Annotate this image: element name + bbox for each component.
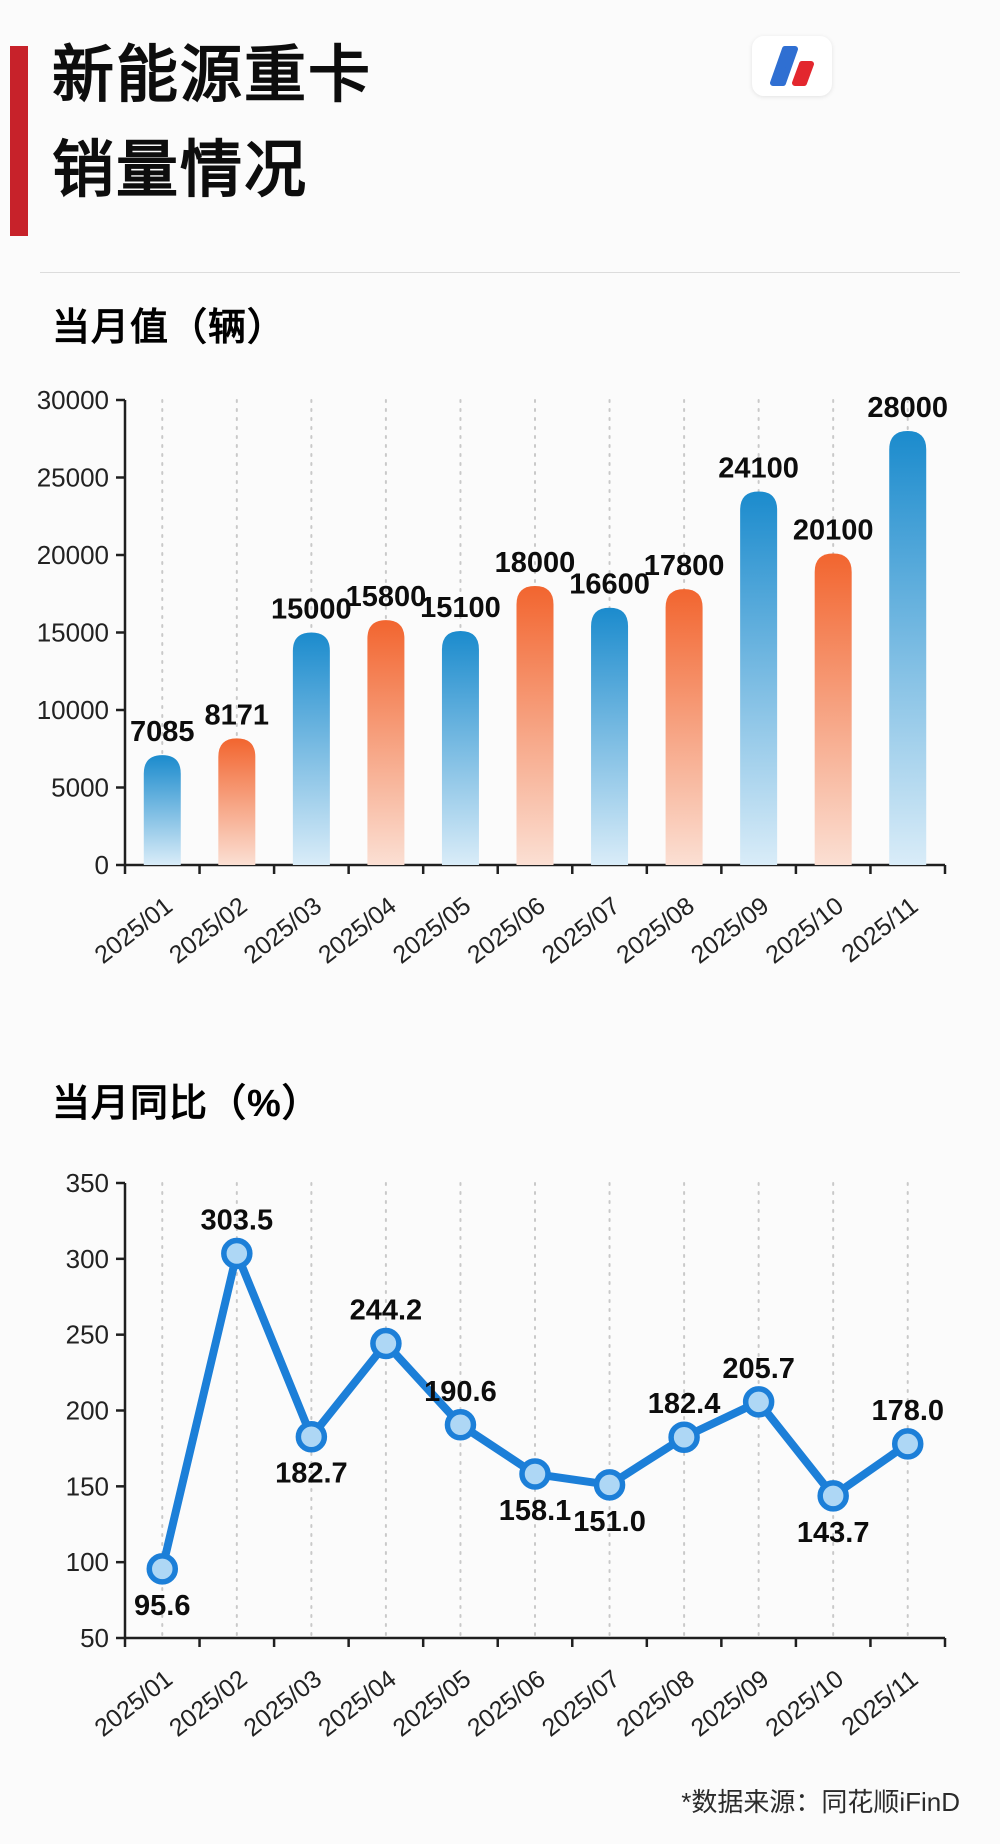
logo-blue-shape <box>770 46 798 86</box>
bar-2025/11 <box>889 431 927 865</box>
x-tick-label: 2025/11 <box>836 892 923 969</box>
y-tick-label: 30000 <box>37 385 109 415</box>
point-value-label: 158.1 <box>499 1495 572 1527</box>
bar-2025/10 <box>814 553 852 865</box>
x-tick-label: 2025/03 <box>239 1665 327 1743</box>
bar-2025/06 <box>516 586 554 865</box>
divider <box>40 272 960 273</box>
page-title-line1: 新能源重卡 <box>52 41 373 110</box>
bar-value-label: 17800 <box>644 550 725 582</box>
title-accent-bar <box>10 46 28 236</box>
y-tick-label: 10000 <box>37 695 109 725</box>
bar-value-label: 18000 <box>495 547 576 579</box>
bar-value-label: 15100 <box>420 592 501 624</box>
bar-2025/02 <box>218 738 256 865</box>
ifind-logo-mark <box>770 46 814 86</box>
bar-2025/03 <box>292 632 330 865</box>
y-tick-label: 150 <box>66 1471 109 1501</box>
data-point-2025/07 <box>593 1469 626 1501</box>
point-value-label: 205.7 <box>722 1353 795 1385</box>
page-title-line2: 销量情况 <box>52 136 309 205</box>
point-value-label: 244.2 <box>350 1294 423 1326</box>
x-tick-label: 2025/08 <box>611 892 699 970</box>
x-tick-label: 2025/07 <box>537 892 625 970</box>
monthly-value-bar-chart: 0500010000150002000025000300002025/01202… <box>37 385 948 970</box>
y-tick-label: 350 <box>66 1168 109 1198</box>
x-tick-label: 2025/05 <box>388 892 476 970</box>
data-source-note: *数据来源：同花顺iFinD <box>681 1787 960 1817</box>
x-tick-label: 2025/02 <box>164 892 252 970</box>
x-tick-label: 2025/10 <box>760 1665 848 1743</box>
y-tick-label: 20000 <box>37 540 109 570</box>
x-tick-label: 2025/01 <box>90 892 178 970</box>
bar-value-label: 24100 <box>718 452 799 484</box>
data-point-2025/05 <box>444 1409 477 1441</box>
point-value-label: 182.7 <box>275 1458 348 1490</box>
bar-chart-title: 当月值（辆） <box>52 307 287 349</box>
data-point-2025/01 <box>146 1553 179 1585</box>
tonghuashun-ifind-logo <box>752 36 832 96</box>
bar-2025/01 <box>143 755 181 865</box>
x-tick-label: 2025/06 <box>462 892 550 970</box>
x-tick-label: 2025/09 <box>686 892 774 970</box>
point-value-label: 190.6 <box>424 1376 497 1408</box>
point-value-label: 143.7 <box>797 1517 870 1549</box>
point-value-label: 303.5 <box>201 1205 274 1237</box>
bar-2025/04 <box>367 620 405 865</box>
x-tick-label: 2025/03 <box>239 892 327 970</box>
x-tick-label: 2025/04 <box>313 892 402 970</box>
y-tick-label: 15000 <box>37 618 109 648</box>
point-value-label: 95.6 <box>134 1590 190 1622</box>
x-tick-label: 2025/07 <box>537 1665 625 1743</box>
y-tick-label: 200 <box>66 1396 109 1426</box>
yoy-line-chart: 501001502002503003502025/012025/022025/0… <box>66 1168 947 1743</box>
data-point-2025/11 <box>891 1428 924 1460</box>
data-point-2025/06 <box>519 1458 551 1490</box>
y-tick-label: 5000 <box>51 773 109 803</box>
data-point-2025/09 <box>742 1386 775 1418</box>
bar-value-label: 16600 <box>569 569 650 601</box>
y-tick-label: 300 <box>66 1244 109 1274</box>
x-tick-label: 2025/08 <box>611 1665 699 1743</box>
y-tick-label: 100 <box>66 1547 109 1577</box>
x-tick-label: 2025/04 <box>313 1665 402 1743</box>
bar-value-label: 20100 <box>793 514 874 546</box>
bar-2025/07 <box>591 607 629 865</box>
bar-2025/09 <box>740 491 778 865</box>
data-point-2025/02 <box>221 1237 253 1270</box>
bar-2025/05 <box>441 630 479 865</box>
page-title: 新能源重卡 销量情况 <box>52 28 372 218</box>
bar-value-label: 15800 <box>346 581 427 613</box>
bar-value-label: 28000 <box>867 392 948 424</box>
bar-2025/08 <box>665 589 703 865</box>
data-point-2025/10 <box>817 1480 849 1512</box>
logo-red-shape <box>792 61 814 86</box>
y-tick-label: 25000 <box>37 463 109 493</box>
line-chart-title: 当月同比（%） <box>52 1083 321 1125</box>
x-tick-label: 2025/01 <box>90 1665 178 1743</box>
bar-value-label: 15000 <box>271 594 352 626</box>
x-tick-label: 2025/09 <box>686 1665 774 1743</box>
y-tick-label: 0 <box>95 850 109 880</box>
y-tick-label: 250 <box>66 1320 109 1350</box>
data-point-2025/04 <box>370 1327 402 1360</box>
x-tick-label: 2025/05 <box>388 1665 476 1743</box>
x-tick-label: 2025/11 <box>836 1665 923 1742</box>
data-point-2025/03 <box>295 1420 328 1453</box>
y-tick-label: 50 <box>80 1623 109 1653</box>
x-tick-label: 2025/02 <box>164 1665 252 1743</box>
bar-value-label: 8171 <box>205 699 270 731</box>
x-tick-label: 2025/10 <box>760 892 848 970</box>
point-value-label: 178.0 <box>871 1395 944 1427</box>
x-tick-label: 2025/06 <box>462 1665 550 1743</box>
bar-value-label: 7085 <box>130 716 195 748</box>
point-value-label: 151.0 <box>573 1506 646 1538</box>
point-value-label: 182.4 <box>648 1388 721 1420</box>
data-point-2025/08 <box>668 1421 700 1453</box>
